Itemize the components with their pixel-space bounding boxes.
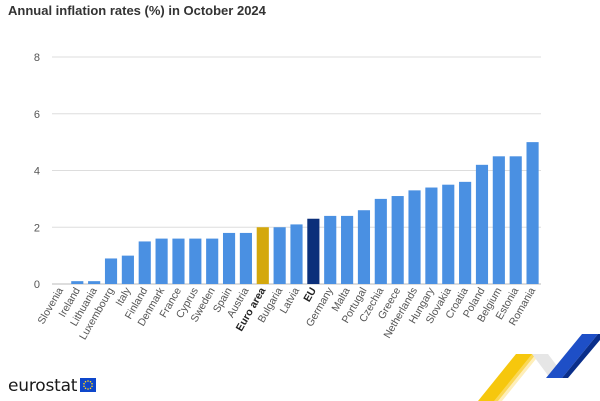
bar-sweden[interactable] [206, 238, 219, 284]
bar-romania[interactable] [526, 142, 539, 285]
bar-hungary[interactable] [425, 187, 438, 284]
bar-malta[interactable] [341, 215, 354, 284]
bar-france[interactable] [172, 238, 185, 284]
chart-title: Annual inflation rates (%) in October 20… [8, 3, 266, 18]
eu-flag-icon [80, 378, 96, 392]
bar-euro-area[interactable] [256, 227, 269, 284]
y-axis-ticks: 0 2 4 6 8 [34, 52, 40, 291]
bar-spain[interactable] [222, 232, 236, 284]
bar-austria[interactable] [239, 232, 252, 284]
bar-luxembourg[interactable] [104, 258, 118, 284]
bar-belgium[interactable] [492, 156, 505, 284]
bar-bulgaria[interactable] [273, 227, 286, 284]
y-tick-label: 0 [34, 279, 40, 291]
bar-croatia[interactable] [459, 181, 472, 284]
bar-ireland[interactable] [71, 281, 84, 284]
bar-latvia[interactable] [290, 224, 303, 284]
bar-estonia[interactable] [509, 156, 522, 284]
corner-decoration [478, 334, 600, 401]
y-tick-label: 4 [34, 166, 40, 178]
bar-poland[interactable] [475, 164, 489, 284]
bar-greece[interactable] [391, 196, 404, 284]
bar-lithuania[interactable] [88, 281, 101, 284]
bar-eu[interactable] [307, 218, 320, 284]
y-tick-label: 6 [34, 109, 40, 121]
bar-cyprus[interactable] [189, 238, 202, 284]
bar-czechia[interactable] [374, 198, 387, 285]
bar-slovakia[interactable] [442, 184, 455, 284]
bar-portugal[interactable] [357, 210, 371, 284]
bar-finland[interactable] [138, 241, 151, 284]
x-axis-ticks: SloveniaIrelandLithuaniaLuxembourgItalyF… [35, 285, 538, 342]
bar-italy[interactable] [121, 255, 134, 285]
y-tick-label: 2 [34, 222, 40, 234]
bar-denmark[interactable] [155, 238, 168, 284]
bars [71, 142, 539, 285]
eurostat-logo-text: eurostat [8, 376, 78, 396]
y-tick-label: 8 [34, 52, 40, 64]
bar-germany[interactable] [324, 215, 337, 284]
bar-netherlands[interactable] [408, 190, 421, 284]
